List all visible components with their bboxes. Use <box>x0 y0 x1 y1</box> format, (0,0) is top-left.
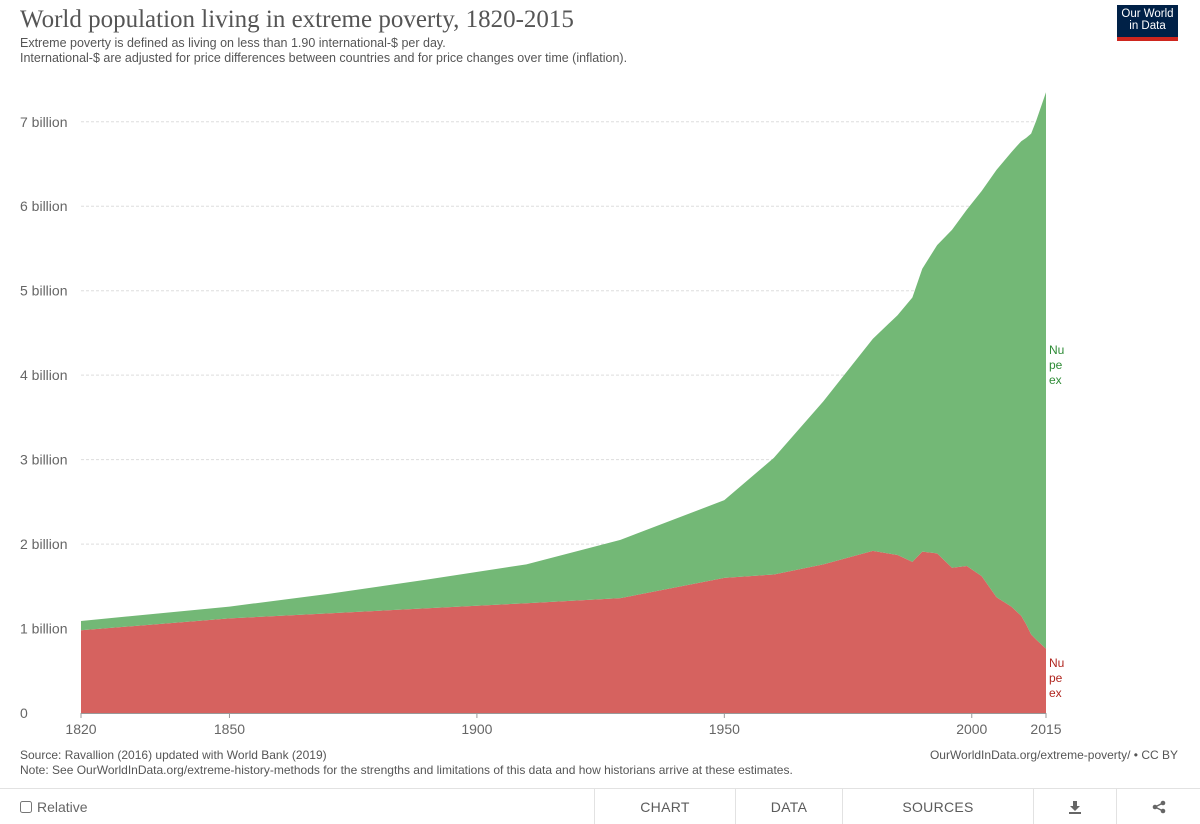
x-tick-label: 2000 <box>956 721 987 737</box>
license-link[interactable]: OurWorldInData.org/extreme-poverty/ • CC… <box>929 748 1178 762</box>
series-area-extreme-poverty <box>81 550 1046 713</box>
chart-subtitle: Extreme poverty is defined as living on … <box>20 36 627 66</box>
source-text: Source: Ravallion (2016) updated with Wo… <box>20 748 327 762</box>
relative-checkbox[interactable] <box>20 800 32 813</box>
download-button[interactable] <box>1033 789 1116 824</box>
relative-label: Relative <box>37 798 88 815</box>
relative-toggle[interactable]: Relative <box>0 789 594 824</box>
tab-data[interactable]: DATA <box>735 789 842 824</box>
y-tick-label: 6 billion <box>20 198 67 214</box>
area-chart: Nu pe ex Nu pe ex 0 1 billion 2 billion 3 billion… <box>20 92 1064 737</box>
x-tick-label: 2015 <box>1030 721 1061 737</box>
control-bar: Relative CHART DATA SOURCES <box>0 788 1200 824</box>
y-tick-label: 7 billion <box>20 114 67 130</box>
owid-logo[interactable]: Our World in Data <box>1117 5 1178 41</box>
tab-chart[interactable]: CHART <box>594 789 735 824</box>
share-icon <box>1152 800 1165 813</box>
tab-sources[interactable]: SOURCES <box>842 789 1033 824</box>
y-tick-label: 0 <box>20 705 28 721</box>
y-tick-label: 1 billion <box>20 621 67 637</box>
logo-line-2: in Data <box>1129 20 1166 32</box>
chart-title: World population living in extreme pover… <box>20 6 574 33</box>
y-tick-label: 2 billion <box>20 536 67 552</box>
y-tick-label: 5 billion <box>20 283 67 299</box>
y-tick-label: 4 billion <box>20 367 67 383</box>
x-tick-label: 1950 <box>709 721 740 737</box>
series-label: Nu pe ex <box>1049 656 1064 700</box>
x-tick-label: 1850 <box>214 721 245 737</box>
subtitle-line-1: Extreme poverty is defined as living on … <box>20 36 446 50</box>
x-tick-label: 1820 <box>65 721 96 737</box>
y-tick-label: 3 billion <box>20 452 67 468</box>
subtitle-line-2: International-$ are adjusted for price d… <box>20 51 628 65</box>
share-button[interactable] <box>1116 789 1200 824</box>
series-area-not-extreme-poverty <box>81 92 1046 649</box>
chart-footer: Source: Ravallion (2016) updated with Wo… <box>20 748 793 778</box>
logo-line-1: Our World <box>1121 8 1174 20</box>
series-label: Nu pe ex <box>1049 343 1064 387</box>
note-text: Note: See OurWorldInData.org/extreme-his… <box>20 763 793 777</box>
x-tick-label: 1900 <box>461 721 492 737</box>
download-icon <box>1069 800 1081 814</box>
